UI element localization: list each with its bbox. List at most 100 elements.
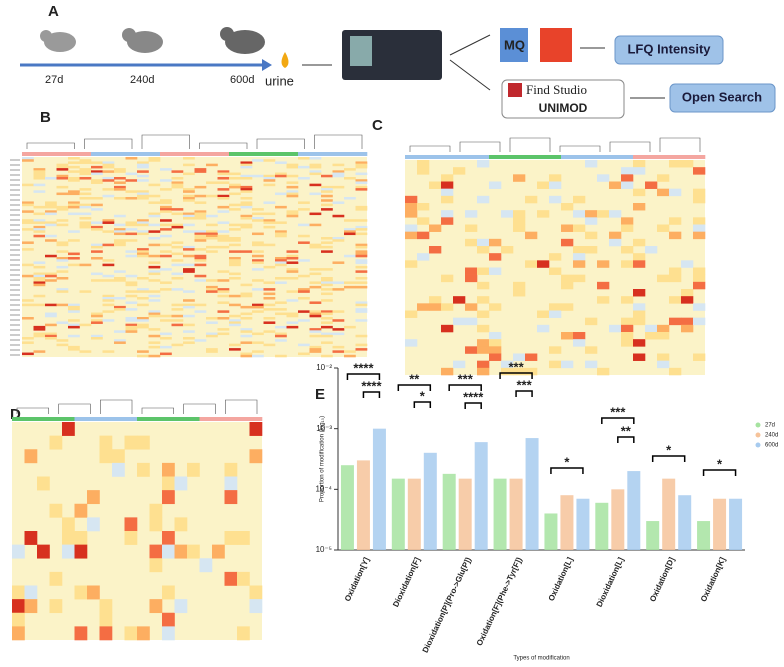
heat-cell bbox=[344, 325, 356, 329]
heat-cell bbox=[441, 210, 454, 218]
heat-cell bbox=[217, 170, 230, 173]
heat-cell bbox=[477, 360, 490, 369]
heat-cell bbox=[183, 254, 195, 258]
significance-label: *** bbox=[458, 371, 474, 386]
heat-cell bbox=[56, 290, 69, 293]
heat-cell bbox=[240, 354, 253, 358]
heat-cell bbox=[275, 161, 287, 164]
heat-cell bbox=[206, 350, 218, 353]
heat-cell bbox=[585, 160, 598, 168]
heat-cell bbox=[332, 332, 345, 336]
heat-cell bbox=[240, 317, 253, 320]
heat-cell bbox=[332, 345, 345, 349]
heat-cell bbox=[332, 237, 345, 240]
heat-cell bbox=[79, 205, 92, 209]
heat-cell bbox=[91, 172, 103, 176]
heat-cell bbox=[332, 185, 345, 189]
heat-cell bbox=[501, 246, 514, 254]
heat-cell bbox=[309, 312, 322, 316]
heat-cell bbox=[252, 174, 264, 178]
bar bbox=[560, 495, 574, 550]
heat-cell bbox=[22, 352, 34, 356]
heat-cell bbox=[344, 228, 356, 231]
heat-cell bbox=[657, 360, 670, 369]
heat-cell bbox=[68, 323, 80, 327]
heat-cell bbox=[79, 263, 92, 267]
heat-cell bbox=[137, 192, 149, 196]
heat-cell bbox=[355, 310, 368, 313]
heat-cell bbox=[309, 245, 322, 249]
heat-cell bbox=[160, 223, 172, 227]
heat-cell bbox=[206, 290, 218, 293]
significance-bracket bbox=[448, 384, 482, 391]
bar bbox=[713, 498, 727, 550]
heat-cell bbox=[217, 188, 230, 191]
heat-cell bbox=[22, 201, 34, 204]
group-strip bbox=[525, 155, 538, 159]
heat-cell bbox=[45, 312, 57, 316]
heat-cell bbox=[45, 205, 57, 209]
heat-cell bbox=[309, 330, 322, 333]
significance-bracket bbox=[601, 417, 635, 424]
heat-cell bbox=[645, 324, 658, 333]
heat-cell bbox=[286, 212, 299, 216]
heat-cell bbox=[321, 354, 333, 358]
heat-cell bbox=[224, 571, 238, 586]
heat-cell bbox=[124, 626, 138, 641]
heat-cell bbox=[56, 259, 69, 262]
heat-cell bbox=[194, 263, 207, 267]
sample: urine bbox=[265, 73, 294, 88]
heat-cell bbox=[240, 330, 253, 333]
heat-cell bbox=[657, 174, 670, 182]
heat-cell bbox=[669, 231, 682, 240]
heat-cell bbox=[441, 181, 454, 189]
heat-cell bbox=[321, 310, 333, 313]
heat-cell bbox=[405, 231, 418, 240]
heat-cell bbox=[162, 626, 175, 641]
heat-cell bbox=[174, 544, 188, 559]
heat-cell bbox=[417, 253, 430, 261]
significance-bracket bbox=[362, 391, 381, 398]
group-strip bbox=[45, 152, 57, 156]
heat-cell bbox=[148, 265, 161, 269]
heat-cell bbox=[56, 339, 69, 342]
heat-cell bbox=[477, 346, 490, 354]
heat-cell bbox=[125, 328, 138, 331]
heat-cell bbox=[137, 250, 149, 253]
heat-cell bbox=[275, 332, 287, 336]
heat-cell bbox=[240, 190, 253, 193]
heat-cell bbox=[183, 330, 195, 333]
heat-cell bbox=[229, 228, 241, 231]
heat-cell bbox=[102, 350, 115, 353]
heat-cell bbox=[657, 353, 670, 361]
heat-cell bbox=[33, 294, 46, 298]
heat-cell bbox=[114, 185, 126, 189]
significance-label: * bbox=[564, 454, 570, 469]
heat-cell bbox=[429, 224, 442, 232]
group-strip bbox=[224, 417, 238, 421]
group-strip bbox=[465, 155, 478, 159]
heat-cell bbox=[240, 205, 253, 209]
heat-cell bbox=[633, 238, 646, 247]
heat-cell bbox=[137, 319, 149, 322]
heat-cell bbox=[693, 231, 706, 240]
heat-cell bbox=[91, 181, 103, 184]
heat-cell bbox=[298, 343, 310, 347]
heat-cell bbox=[286, 261, 299, 264]
heat-cell bbox=[148, 243, 161, 247]
heat-cell bbox=[194, 237, 207, 240]
heat-cell bbox=[263, 225, 276, 229]
group-strip bbox=[229, 152, 241, 156]
heat-cell bbox=[621, 181, 634, 189]
significance-label: * bbox=[717, 456, 723, 471]
heat-cell bbox=[309, 314, 322, 318]
heat-cell bbox=[309, 345, 322, 349]
heat-cell bbox=[240, 334, 253, 338]
group-strip bbox=[344, 152, 356, 156]
heat-cell bbox=[22, 221, 34, 224]
heat-cell bbox=[148, 214, 161, 218]
heat-cell bbox=[148, 345, 161, 349]
heat-cell bbox=[286, 214, 299, 218]
bar bbox=[525, 438, 539, 550]
heat-cell bbox=[286, 321, 299, 324]
